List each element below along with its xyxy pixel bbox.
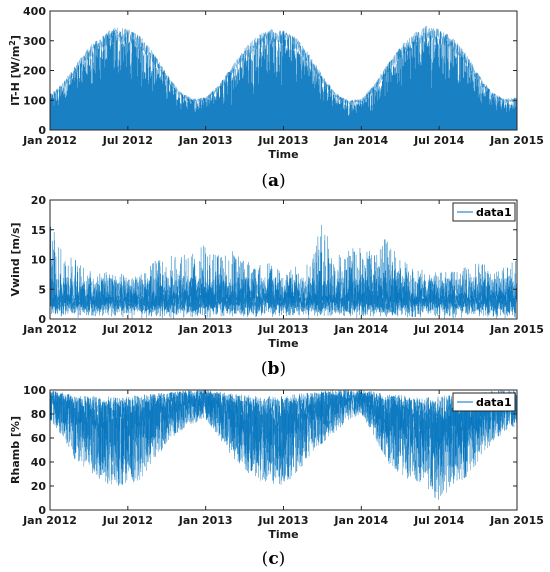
x-tick-label: Jan 2014 (333, 134, 388, 147)
panel-b-wind-speed: 0 5 10 15 20 Jan 2012 Jul 2012 Jan 2013 Jul 2013… (9, 194, 544, 379)
y-tick-label: 0 (38, 124, 46, 137)
x-tick-label: Jan 2015 (489, 323, 544, 336)
x-tick-label: Jul 2014 (413, 514, 464, 527)
panel-a-irradiance: 0 100 200 300 400 Jan 2012 Jul 2012 Jan 2013 Jul… (8, 5, 544, 191)
y-tick-label: 5 (38, 283, 46, 296)
panel-label: (c) (262, 549, 286, 569)
series-data1 (50, 390, 517, 500)
y-axis-label: Vwind [m/s] (9, 222, 22, 296)
x-tick-label: Jan 2013 (178, 514, 233, 527)
panel-label: (b) (261, 359, 286, 379)
y-tick-label: 400 (23, 5, 46, 18)
y-tick-label: 300 (23, 35, 46, 48)
y-tick-label: 20 (31, 480, 47, 493)
x-tick-label: Jan 2013 (178, 134, 233, 147)
x-tick-label: Jul 2014 (413, 323, 464, 336)
y-tick-label: 60 (31, 432, 47, 445)
series-data1 (50, 224, 517, 319)
legend: data1 (452, 392, 516, 412)
series-data1 (50, 25, 517, 130)
x-tick-label: Jan 2014 (333, 514, 388, 527)
y-tick-label: 100 (23, 94, 46, 107)
x-tick-label: Jan 2012 (22, 514, 77, 527)
x-axis-label: Time (268, 148, 298, 161)
panel-c-humidity: 0 20 40 60 80 100 Jan 2012 Jul 2012 Jan 2013 Jul … (9, 384, 544, 569)
x-tick-label: Jan 2012 (22, 134, 77, 147)
x-tick-label: Jan 2013 (178, 323, 233, 336)
x-tick-label: Jul 2013 (257, 514, 308, 527)
x-tick-label: Jan 2014 (333, 323, 388, 336)
y-tick-label: 0 (38, 504, 46, 517)
y-axis-label: Rhamb [%] (9, 416, 22, 484)
x-axis-label: Time (268, 528, 298, 541)
y-tick-label: 80 (31, 408, 47, 421)
x-tick-label: Jul 2013 (257, 134, 308, 147)
y-tick-label: 20 (31, 194, 47, 207)
panel-label: (a) (261, 171, 285, 191)
x-tick-label: Jan 2015 (489, 514, 544, 527)
x-tick-label: Jul 2013 (257, 323, 308, 336)
x-tick-label: Jul 2014 (413, 134, 464, 147)
x-tick-label: Jan 2012 (22, 323, 77, 336)
x-axis-label: Time (268, 337, 298, 350)
x-tick-label: Jul 2012 (102, 514, 153, 527)
y-tick-label: 40 (31, 456, 47, 469)
y-tick-label: 0 (38, 313, 46, 326)
y-tick-label: 15 (31, 224, 46, 237)
y-axis-label: IT-H [W/m2] (8, 35, 22, 106)
y-tick-label: 10 (31, 254, 47, 267)
legend: data1 (452, 202, 516, 222)
x-tick-label: Jan 2015 (489, 134, 544, 147)
x-tick-label: Jul 2012 (102, 323, 153, 336)
legend-entry-data1: data1 (476, 206, 512, 219)
legend-entry-data1: data1 (476, 396, 512, 409)
x-tick-label: Jul 2012 (102, 134, 153, 147)
y-tick-label: 200 (23, 65, 46, 78)
y-tick-label: 100 (23, 384, 46, 397)
